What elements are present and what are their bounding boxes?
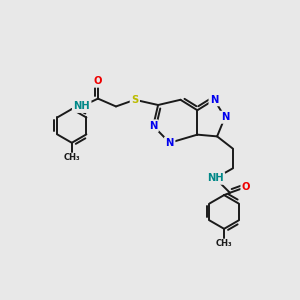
Text: NH: NH <box>74 101 90 112</box>
Text: N: N <box>210 95 218 105</box>
Text: NH: NH <box>207 173 224 183</box>
Text: S: S <box>131 95 139 105</box>
Text: CH₃: CH₃ <box>216 239 232 248</box>
Text: CH₃: CH₃ <box>64 153 80 162</box>
Text: O: O <box>94 76 102 86</box>
Text: N: N <box>166 138 174 148</box>
Text: N: N <box>149 121 158 131</box>
Text: O: O <box>242 182 250 192</box>
Text: N: N <box>221 112 229 122</box>
